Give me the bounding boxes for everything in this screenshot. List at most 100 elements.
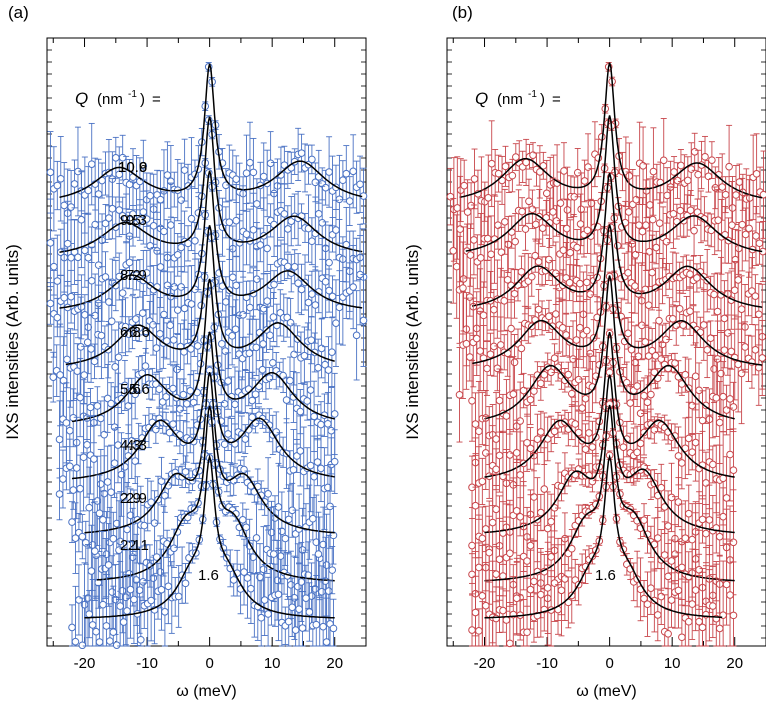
- data-point: [251, 390, 260, 399]
- q-label: 4.3: [126, 437, 147, 454]
- data-point: [259, 172, 268, 181]
- data-point: [269, 313, 278, 321]
- data-point: [318, 218, 327, 227]
- fit-line: [59, 170, 363, 309]
- data-point: [86, 403, 95, 412]
- data-point: [562, 224, 571, 233]
- q-label: 10.6: [118, 159, 147, 176]
- data-point: [87, 160, 96, 168]
- data-point: [717, 369, 725, 378]
- data-point: [149, 321, 157, 329]
- data-point: [639, 161, 647, 170]
- data-point: [576, 220, 585, 228]
- data-point: [71, 637, 80, 646]
- spectrum-q-5.6: 5.6: [55, 278, 339, 493]
- data-point: [335, 195, 344, 204]
- data-point: [259, 565, 268, 574]
- panel-label: (a): [8, 3, 29, 22]
- data-point: [259, 340, 267, 348]
- fit-line: [471, 172, 763, 308]
- data-point: [304, 298, 313, 307]
- data-point: [182, 399, 191, 408]
- data-point: [169, 420, 177, 428]
- data-point: [163, 281, 172, 290]
- data-point: [510, 289, 519, 298]
- data-point: [167, 221, 175, 229]
- data-point: [560, 167, 568, 175]
- data-point: [246, 158, 254, 167]
- data-point: [732, 191, 740, 199]
- data-point: [359, 316, 368, 325]
- data-point: [231, 400, 239, 409]
- data-point: [139, 578, 147, 586]
- data-point: [501, 162, 510, 171]
- data-point: [101, 273, 110, 281]
- q-label: 2.9: [126, 490, 147, 507]
- data-point: [690, 148, 699, 156]
- data-point: [305, 608, 314, 616]
- data-point: [735, 178, 744, 186]
- data-point: [73, 367, 82, 375]
- data-point: [252, 343, 261, 352]
- data-point: [238, 516, 247, 524]
- data-point: [252, 534, 261, 542]
- data-point: [306, 386, 315, 394]
- data-point: [306, 461, 315, 470]
- data-point: [177, 196, 185, 204]
- data-point: [641, 338, 650, 346]
- data-point: [116, 602, 124, 610]
- data-point: [472, 334, 481, 343]
- data-point: [501, 218, 509, 226]
- data-point: [586, 290, 595, 298]
- data-point: [242, 169, 251, 177]
- data-point: [166, 321, 175, 330]
- panel-b: (b)IXS intensities (Arb. units)-20 -10 0 10…: [118, 3, 766, 700]
- data-point: [187, 214, 196, 223]
- data-point: [228, 273, 237, 282]
- q-label: 9.5: [120, 212, 141, 229]
- data-point: [106, 637, 114, 645]
- data-point: [511, 237, 519, 246]
- data-point: [84, 253, 93, 262]
- data-point: [538, 224, 547, 232]
- data-point: [476, 254, 485, 262]
- data-point: [75, 596, 83, 604]
- q-unit: (nm: [97, 91, 123, 108]
- data-point: [349, 167, 357, 176]
- data-point: [142, 215, 151, 223]
- data-point: [507, 324, 515, 333]
- data-point: [647, 390, 655, 399]
- data-point: [613, 241, 622, 250]
- data-point: [328, 348, 336, 356]
- data-point: [108, 204, 117, 213]
- data-point: [655, 219, 664, 227]
- data-point: [298, 624, 307, 632]
- data-point: [83, 338, 92, 347]
- data-point: [314, 210, 323, 218]
- data-point: [152, 344, 161, 352]
- q-label: 6.8: [120, 324, 141, 341]
- data-point: [220, 440, 229, 449]
- data-point: [567, 389, 576, 398]
- data-point: [490, 305, 498, 314]
- data-point: [675, 304, 684, 313]
- data-point: [78, 532, 87, 541]
- data-point: [59, 475, 67, 483]
- data-point: [232, 175, 241, 183]
- data-point: [645, 247, 654, 256]
- data-point: [573, 243, 581, 252]
- data-point: [631, 250, 640, 259]
- x-tick-label: -10: [136, 655, 158, 672]
- data-point: [751, 292, 760, 300]
- data-point: [466, 353, 474, 361]
- data-point: [345, 197, 354, 205]
- data-point: [310, 472, 318, 481]
- data-point: [137, 635, 145, 644]
- data-point: [728, 221, 736, 229]
- data-point: [72, 464, 81, 472]
- panel-a: (a) IXS intensities (Arb. units) -20 -10 0 10…: [3, 3, 368, 700]
- data-point: [651, 352, 660, 360]
- data-point: [449, 247, 458, 255]
- data-point: [325, 168, 333, 176]
- fit-line: [84, 372, 335, 534]
